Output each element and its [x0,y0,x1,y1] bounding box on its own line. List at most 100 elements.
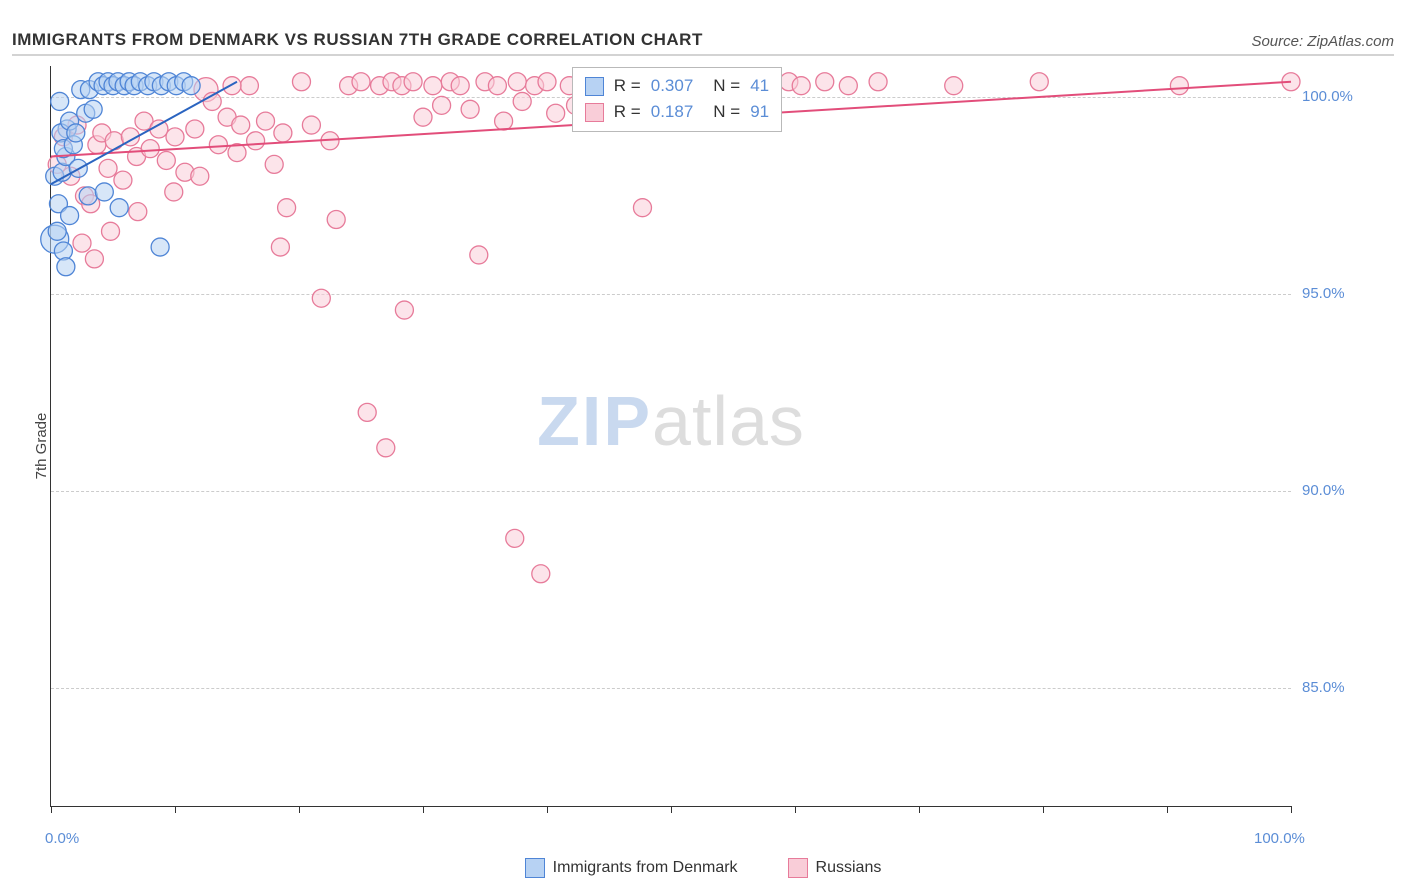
scatter-point [532,565,550,583]
scatter-point [945,77,963,95]
inset-legend-row: R = 0.307 N = 41 [585,73,769,99]
scatter-point [358,403,376,421]
y-axis-title: 7th Grade [33,413,50,480]
scatter-point [508,73,526,91]
x-tick [671,806,672,813]
header-bar: IMMIGRANTS FROM DENMARK VS RUSSIAN 7TH G… [12,20,1394,56]
scatter-point [157,151,175,169]
scatter-point [352,73,370,91]
scatter-point [105,132,123,150]
scatter-point [274,124,292,142]
scatter-point [424,77,442,95]
scatter-point [61,207,79,225]
inset-swatch [585,103,604,122]
scatter-point [506,529,524,547]
legend-bottom: Immigrants from Denmark Russians [0,858,1406,878]
scatter-point [102,222,120,240]
plot-area: ZIPatlas R =0.307N =41R = 0.187N =91 [50,66,1291,807]
inset-r-label: R = [614,73,641,99]
x-tick [175,806,176,813]
y-tick-label: 100.0% [1302,88,1353,105]
scatter-point [433,96,451,114]
scatter-point [451,77,469,95]
scatter-point [247,132,265,150]
scatter-point [495,112,513,130]
scatter-point [271,238,289,256]
x-tick [423,806,424,813]
inset-r-val: 0.307 [651,73,694,99]
scatter-point [223,77,241,95]
scatter-point [470,246,488,264]
scatter-point [110,199,128,217]
scatter-point [538,73,556,91]
inset-r-label: R = [614,99,641,125]
x-tick [1291,806,1292,813]
plot-svg [51,66,1291,806]
scatter-point [547,104,565,122]
scatter-point [302,116,320,134]
scatter-point [84,100,102,118]
scatter-point [57,258,75,276]
scatter-point [404,73,422,91]
scatter-point [869,73,887,91]
x-tick [1043,806,1044,813]
scatter-point [191,167,209,185]
x-tick [919,806,920,813]
inset-n-val: 41 [750,73,769,99]
scatter-point [792,77,810,95]
x-tick [299,806,300,813]
legend-label-denmark: Immigrants from Denmark [553,859,738,877]
inset-swatch [585,77,604,96]
inset-n-label: N = [713,99,740,125]
scatter-point [166,128,184,146]
scatter-point [461,100,479,118]
inset-n-label: N = [713,73,740,99]
y-tick-label: 85.0% [1302,679,1345,696]
x-tick [547,806,548,813]
scatter-point [182,77,200,95]
y-tick-label: 90.0% [1302,482,1345,499]
x-axis-label-max: 100.0% [1254,830,1305,847]
scatter-point [67,124,85,142]
scatter-point [73,234,91,252]
scatter-point [395,301,413,319]
scatter-point [232,116,250,134]
inset-r-val: 0.187 [651,99,694,125]
scatter-point [1030,73,1048,91]
legend-label-russians: Russians [816,859,882,877]
inset-legend-row: R = 0.187 N = 91 [585,99,769,125]
scatter-point [95,183,113,201]
scatter-point [488,77,506,95]
scatter-point [414,108,432,126]
x-tick [51,806,52,813]
scatter-point [816,73,834,91]
scatter-point [377,439,395,457]
scatter-point [240,77,258,95]
legend-item-denmark: Immigrants from Denmark [525,858,738,878]
inset-n-val: 91 [750,99,769,125]
scatter-point [114,171,132,189]
source-label: Source: ZipAtlas.com [1251,33,1394,50]
scatter-point [165,183,183,201]
legend-swatch-denmark [525,858,545,878]
scatter-point [48,222,66,240]
scatter-point [257,112,275,130]
scatter-point [327,211,345,229]
scatter-point [141,140,159,158]
scatter-point [54,242,72,260]
scatter-point [129,203,147,221]
scatter-point [265,155,283,173]
scatter-point [85,250,103,268]
x-tick [1167,806,1168,813]
scatter-point [839,77,857,95]
chart-title: IMMIGRANTS FROM DENMARK VS RUSSIAN 7TH G… [12,30,703,50]
scatter-point [51,92,69,110]
scatter-point [99,159,117,177]
scatter-point [79,187,97,205]
scatter-point [1170,77,1188,95]
scatter-point [151,238,169,256]
x-tick [795,806,796,813]
scatter-point [312,289,330,307]
scatter-point [278,199,296,217]
scatter-point [209,136,227,154]
